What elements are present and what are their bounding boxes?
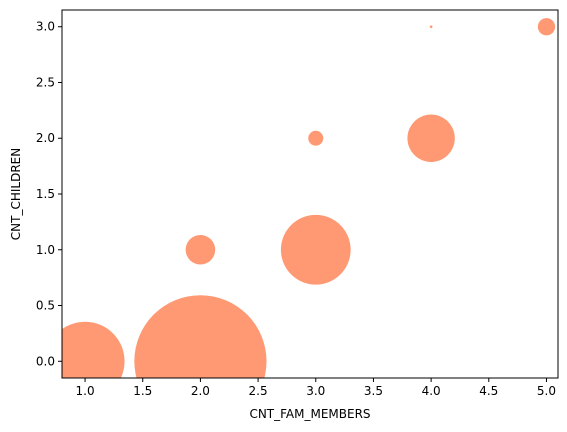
x-tick-label: 2.0 xyxy=(191,384,210,398)
y-tick-label: 1.0 xyxy=(36,243,55,257)
x-tick-label: 3.5 xyxy=(364,384,383,398)
y-axis-label: CNT_CHILDREN xyxy=(9,148,23,240)
data-points xyxy=(62,18,556,378)
data-point-4 xyxy=(280,214,351,285)
y-tick-label: 0.5 xyxy=(36,299,55,313)
data-point-8 xyxy=(537,18,556,36)
data-point-7 xyxy=(429,25,433,29)
plot-frame xyxy=(61,9,559,379)
x-axis-label: CNT_FAM_MEMBERS xyxy=(249,407,370,421)
data-point-1 xyxy=(62,321,125,378)
x-tick-label: 1.0 xyxy=(76,384,95,398)
x-tick-label: 5.0 xyxy=(537,384,556,398)
y-tick-label: 3.0 xyxy=(36,20,55,34)
data-point-6 xyxy=(407,114,455,162)
y-tick-label: 2.0 xyxy=(36,131,55,145)
x-tick-label: 2.5 xyxy=(249,384,268,398)
data-point-5 xyxy=(308,130,324,146)
data-point-2 xyxy=(134,295,267,378)
x-tick-label: 4.0 xyxy=(422,384,441,398)
y-tick-label: 2.5 xyxy=(36,75,55,89)
x-tick-label: 3.0 xyxy=(306,384,325,398)
y-axis-ticks: 0.0 0.5 1.0 1.5 2.0 2.5 3.0 xyxy=(36,20,62,368)
x-tick-label: 4.5 xyxy=(479,384,498,398)
y-tick-label: 0.0 xyxy=(36,354,55,368)
y-tick-label: 1.5 xyxy=(36,187,55,201)
x-axis-ticks: 1.0 1.5 2.0 2.5 3.0 3.5 4.0 4.5 5.0 xyxy=(76,378,556,398)
data-point-3 xyxy=(185,234,216,265)
x-tick-label: 1.5 xyxy=(133,384,152,398)
